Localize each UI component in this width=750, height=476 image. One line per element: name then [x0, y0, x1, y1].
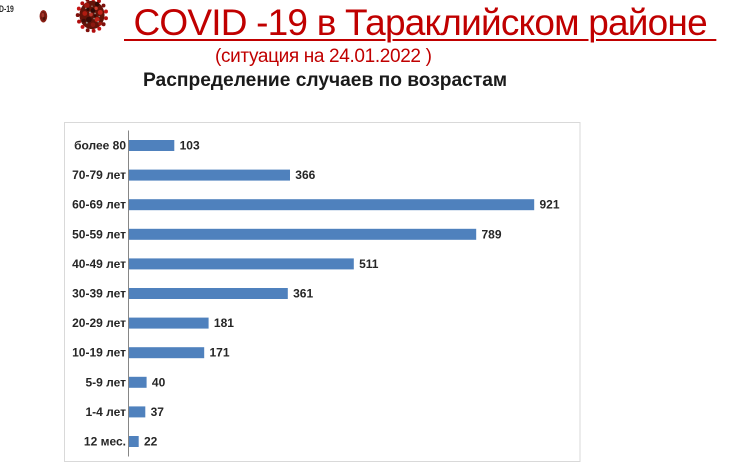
svg-text:181: 181	[214, 316, 234, 330]
svg-text:103: 103	[180, 139, 200, 153]
svg-text:20-29 лет: 20-29 лет	[72, 316, 126, 330]
svg-text:10-19 лет: 10-19 лет	[72, 346, 126, 360]
svg-text:366: 366	[295, 168, 315, 182]
svg-text:511: 511	[359, 257, 379, 271]
svg-text:30-39 лет: 30-39 лет	[72, 287, 126, 301]
svg-text:22: 22	[144, 435, 158, 449]
svg-text:60-69 лет: 60-69 лет	[72, 198, 126, 212]
svg-text:40: 40	[152, 375, 166, 389]
svg-text:1-4 лет: 1-4 лет	[85, 405, 126, 419]
svg-text:более 80: более 80	[74, 139, 126, 153]
svg-text:361: 361	[293, 287, 313, 301]
svg-text:40-49 лет: 40-49 лет	[72, 257, 126, 271]
svg-text:5-9 лет: 5-9 лет	[85, 375, 126, 389]
svg-text:37: 37	[151, 405, 165, 419]
svg-text:921: 921	[540, 198, 560, 212]
svg-text:789: 789	[482, 227, 502, 241]
svg-text:50-59 лет: 50-59 лет	[72, 227, 126, 241]
svg-text:12 мес.: 12 мес.	[84, 435, 126, 449]
svg-text:70-79 лет: 70-79 лет	[72, 168, 126, 182]
svg-text:171: 171	[210, 346, 230, 360]
